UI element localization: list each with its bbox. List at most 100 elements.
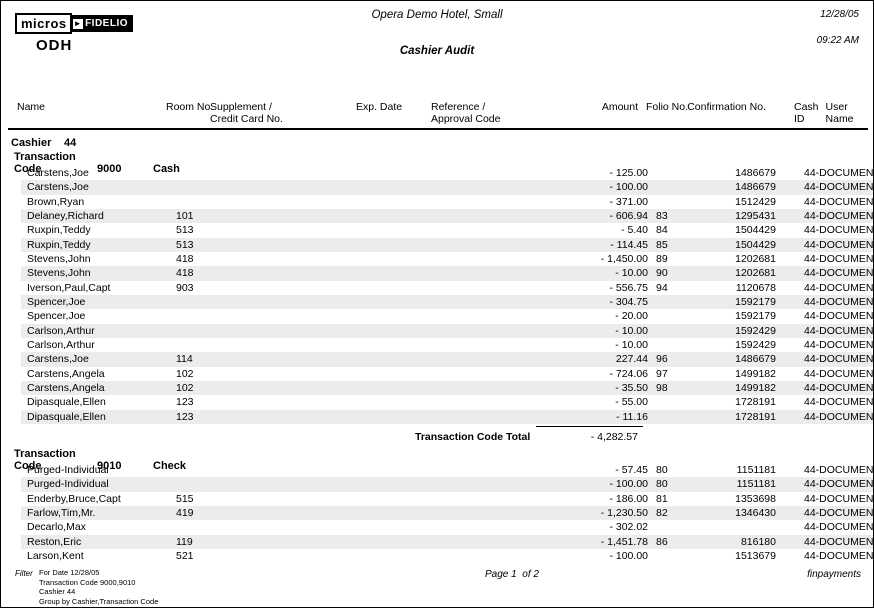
- table-row: Purged-Individual - 100.00 80 1151181 44…: [21, 477, 873, 492]
- folio-no-cell: [648, 295, 696, 309]
- reference-cell: [441, 209, 556, 223]
- folio-no-cell: 96: [656, 353, 668, 366]
- cash-id-user-cell: 44-DOCUMENT: [804, 549, 873, 562]
- supplement-cell: [220, 238, 366, 252]
- reference-cell: [441, 295, 556, 309]
- total-section-label: Transaction Code: [415, 430, 504, 443]
- folio-no-cell: 86: [656, 535, 668, 548]
- supplement-cell: [220, 180, 366, 194]
- cash-id-user-cell: 44-DOCUMENT: [804, 324, 873, 337]
- guest-name-cell: Ruxpin,Teddy: [27, 238, 91, 251]
- table-row: Stevens,John 418 - 1,450.00 89 1202681 4…: [21, 252, 873, 266]
- exp-date-cell: [366, 252, 441, 266]
- room-no-cell: [171, 477, 220, 491]
- confirmation-no-cell: 1151181: [736, 463, 776, 476]
- hotel-title: Opera Demo Hotel, Small: [371, 9, 503, 21]
- room-no-cell: 515: [176, 492, 194, 505]
- page-number: Page 1 of 2: [485, 569, 539, 580]
- guest-name-cell: Farlow,Tim,Mr.: [27, 506, 96, 519]
- table-row: Carstens,Angela 102 - 724.06 97 1499182 …: [21, 367, 873, 381]
- report-date: 12/28/05: [820, 9, 859, 20]
- room-no-cell: 513: [176, 238, 194, 251]
- col-header-user-name: User Name: [826, 101, 863, 125]
- total-amount: - 4,282.57: [536, 425, 643, 443]
- room-no-cell: 102: [176, 381, 194, 394]
- guest-name-cell: Carlson,Arthur: [27, 338, 95, 351]
- col-header-cash-line2: ID: [794, 113, 805, 125]
- room-no-cell: [171, 324, 220, 338]
- room-no-cell: 101: [176, 209, 194, 222]
- folio-no-cell: [648, 180, 696, 194]
- confirmation-no-cell: 1512429: [735, 195, 776, 208]
- report-title: Cashier Audit: [399, 45, 475, 57]
- supplement-cell: [220, 549, 366, 563]
- cash-id-user-cell: 44-DOCUMENT: [804, 478, 873, 491]
- confirmation-no-cell: 1499182: [735, 381, 776, 394]
- confirmation-no-cell: 1728191: [735, 410, 776, 423]
- cash-id-user-cell: 44-DOCUMENT: [804, 521, 873, 534]
- amount-cell: - 100.00: [609, 181, 648, 194]
- guest-name-cell: Brown,Ryan: [27, 195, 85, 208]
- room-no-cell: 418: [176, 252, 194, 265]
- reference-cell: [441, 381, 556, 395]
- cash-id-user-cell: 44-DOCUMENT: [804, 381, 873, 394]
- reference-cell: [441, 252, 556, 266]
- confirmation-no-cell: 816180: [740, 535, 776, 548]
- reference-cell: [441, 266, 556, 280]
- col-header-supplement-line2: Credit Card No.: [210, 113, 283, 125]
- cash-id-user-cell: 44-DOCUMENT: [804, 463, 873, 476]
- confirmation-no-cell: 1202681: [735, 267, 776, 280]
- folio-no-cell: 97: [656, 367, 668, 380]
- logo-micros-text: micros: [15, 13, 72, 34]
- amount-cell: - 724.06: [609, 367, 648, 380]
- table-row: Spencer,Joe - 304.75 1592179 44-DOCUMENT: [21, 294, 873, 310]
- cash-id-user-cell: 44-DOCUMENT: [804, 396, 873, 409]
- room-no-cell: [171, 180, 220, 194]
- exp-date-cell: [366, 477, 441, 491]
- amount-cell: - 302.02: [609, 521, 648, 534]
- exp-date-cell: [366, 223, 441, 237]
- amount-cell: - 20.00: [615, 310, 648, 323]
- guest-name-cell: Dipasquale,Ellen: [27, 396, 106, 409]
- supplement-cell: [220, 209, 366, 223]
- header-divider: [8, 128, 868, 130]
- supplement-cell: [220, 506, 366, 520]
- supplement-cell: [220, 367, 366, 381]
- amount-cell: - 55.00: [615, 396, 648, 409]
- exp-date-cell: [366, 549, 441, 563]
- table-row: Farlow,Tim,Mr. 419 - 1,230.50 82 1346430…: [21, 505, 873, 521]
- col-header-supplement-line1: Supplement /: [210, 101, 272, 113]
- room-no-cell: 102: [176, 367, 194, 380]
- confirmation-no-cell: 1486679: [735, 353, 776, 366]
- confirmation-no-cell: 1499182: [735, 367, 776, 380]
- guest-name-cell: Delaney,Richard: [27, 209, 104, 222]
- room-no-cell: [171, 309, 220, 323]
- cash-id-user-cell: 44-DOCUMENT: [804, 238, 873, 251]
- col-header-room: Room No.: [166, 101, 214, 113]
- folio-no-cell: [648, 410, 696, 424]
- col-header-reference-line2: Approval Code: [431, 113, 501, 125]
- guest-name-cell: Stevens,John: [27, 252, 91, 265]
- supplement-cell: [220, 535, 366, 549]
- exp-date-cell: [366, 209, 441, 223]
- guest-name-cell: Carstens,Joe: [27, 353, 89, 366]
- confirmation-no-cell: 1346430: [735, 506, 776, 519]
- exp-date-cell: [366, 520, 441, 534]
- table-row: Ruxpin,Teddy 513 - 114.45 85 1504429 44-…: [21, 237, 873, 252]
- exp-date-cell: [366, 535, 441, 549]
- exp-date-cell: [366, 324, 441, 338]
- amount-cell: - 1,450.00: [600, 252, 648, 265]
- guest-name-cell: Carstens,Angela: [27, 367, 105, 380]
- table-row: Brown,Ryan - 371.00 1512429 44-DOCUMENT: [21, 195, 873, 209]
- folio-no-cell: 98: [656, 381, 668, 394]
- section-code-name: Cash: [153, 163, 180, 175]
- col-header-user-line2: Name: [825, 113, 854, 125]
- table-row: Ruxpin,Teddy 513 - 5.40 84 1504429 44-DO…: [21, 223, 873, 237]
- amount-cell: - 304.75: [609, 295, 648, 308]
- table-row: Dipasquale,Ellen 123 - 55.00 1728191 44-…: [21, 395, 873, 409]
- col-header-reference: Reference / Approval Code: [431, 101, 546, 125]
- reference-cell: [441, 195, 556, 209]
- table-row: Spencer,Joe - 20.00 1592179 44-DOCUMENT: [21, 309, 873, 323]
- amount-cell: - 10.00: [615, 324, 648, 337]
